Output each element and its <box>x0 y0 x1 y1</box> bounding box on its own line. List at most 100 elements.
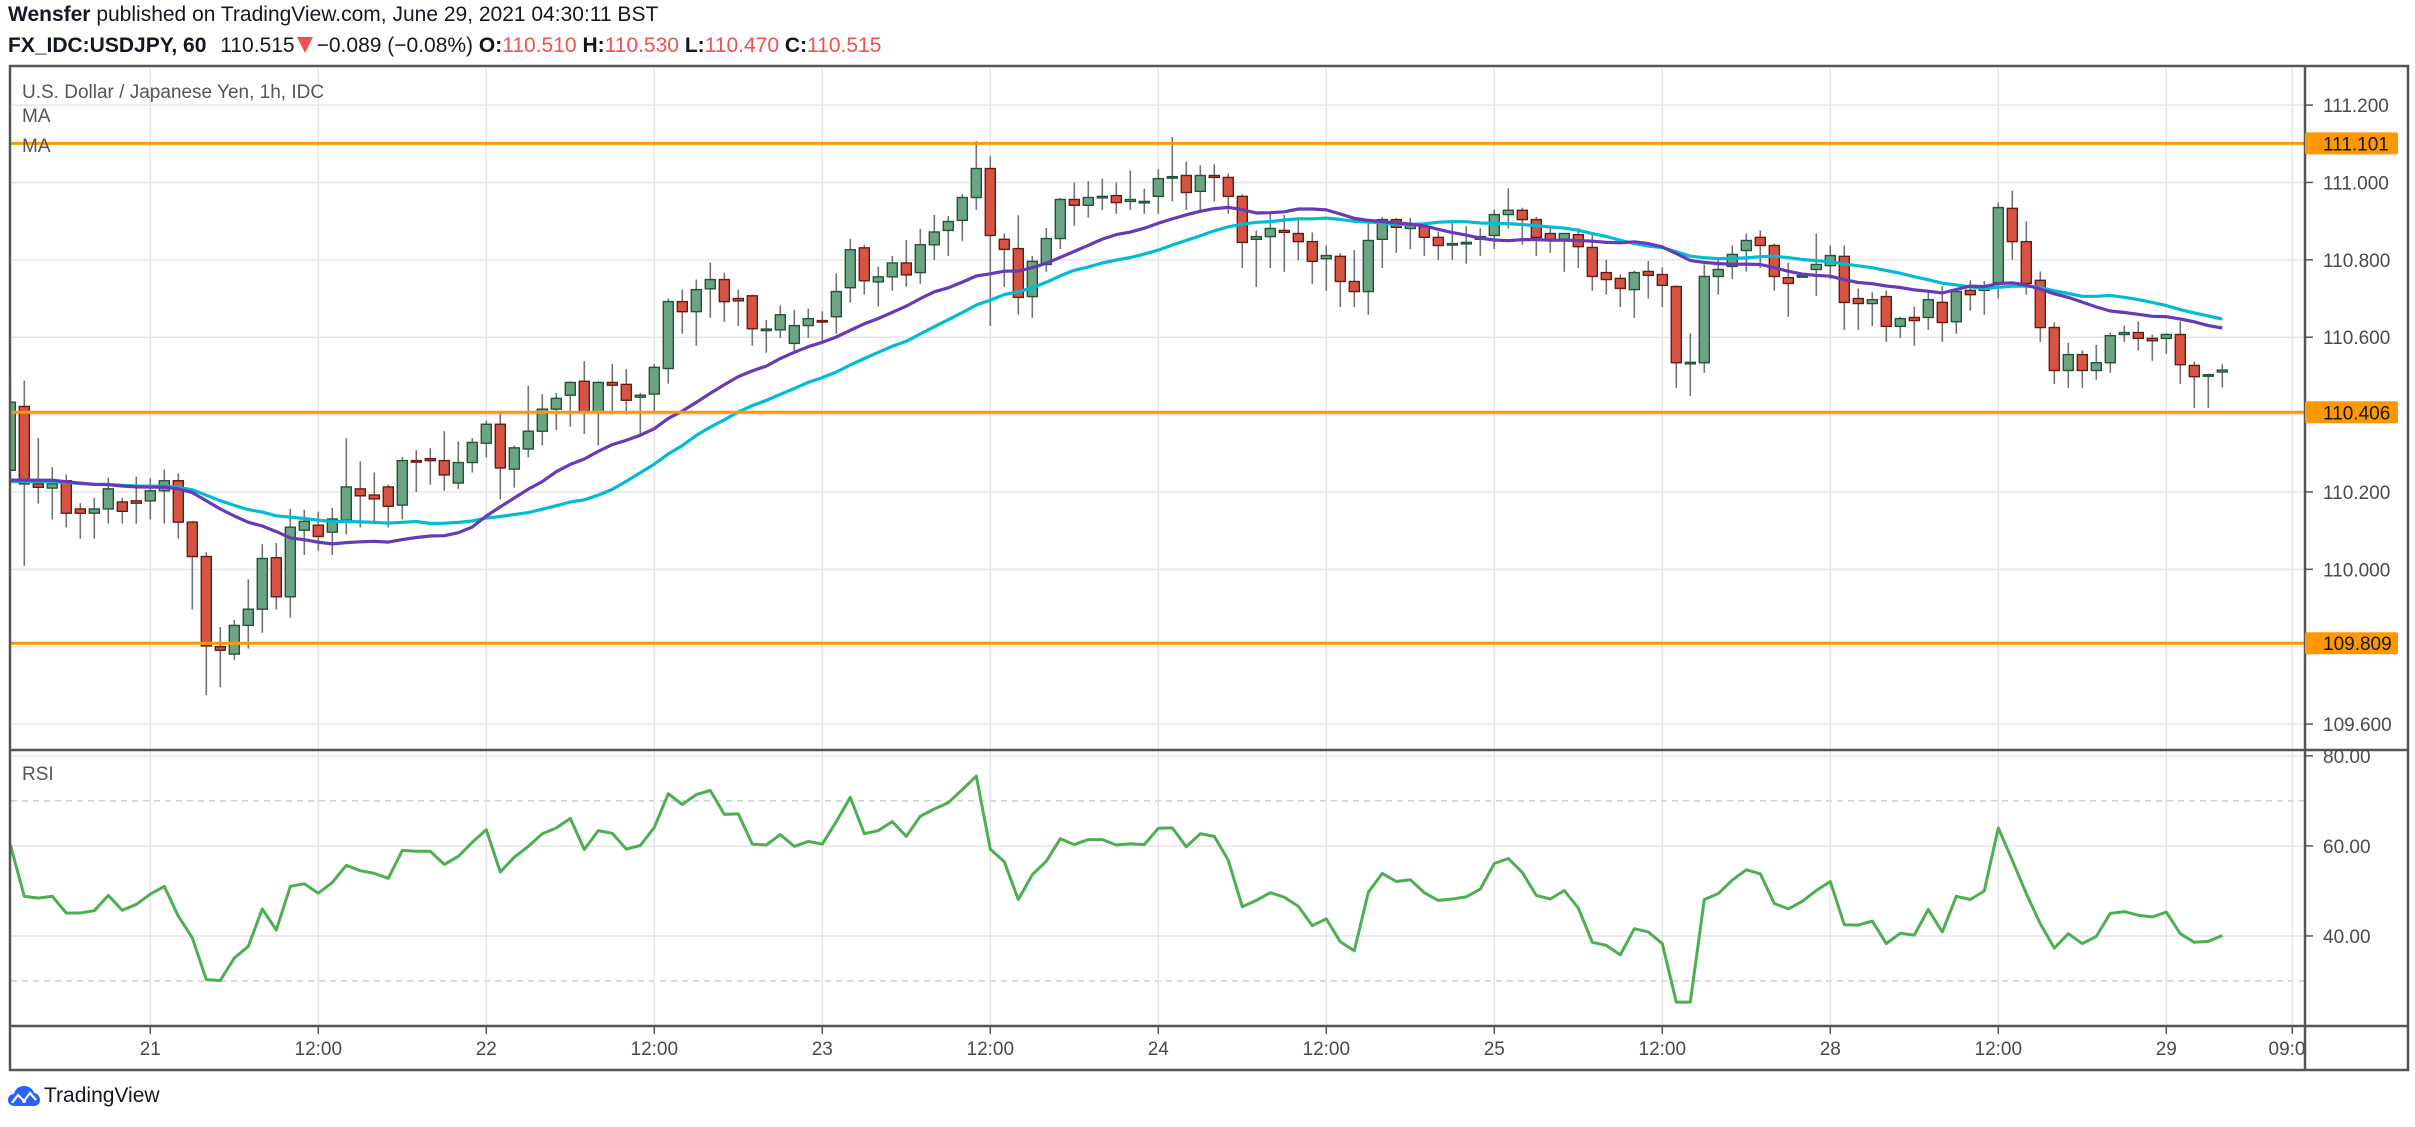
candle[interactable] <box>382 484 394 528</box>
candle[interactable] <box>74 503 87 539</box>
candle[interactable] <box>942 216 954 256</box>
candle[interactable] <box>2216 364 2229 388</box>
candle[interactable] <box>1628 270 1641 318</box>
candle[interactable] <box>1320 245 1333 291</box>
candle[interactable] <box>214 626 227 688</box>
candle[interactable] <box>1110 182 1123 214</box>
candle[interactable] <box>886 255 898 291</box>
candle[interactable] <box>284 508 296 618</box>
time-axis[interactable]: 21 12:00 22 12:00 23 12:00 24 12:00 25 12:00 28 12:… <box>140 1026 2316 1060</box>
candle[interactable] <box>2090 344 2103 380</box>
candle[interactable] <box>816 311 828 342</box>
candle[interactable] <box>1054 197 1067 249</box>
candle[interactable] <box>690 279 702 346</box>
candle[interactable] <box>228 620 241 660</box>
candle[interactable] <box>522 385 534 458</box>
candle[interactable] <box>116 497 129 524</box>
candle[interactable] <box>2104 332 2117 373</box>
candle[interactable] <box>1180 161 1193 210</box>
candle[interactable] <box>1432 231 1445 260</box>
candle[interactable] <box>1880 290 1893 342</box>
candle[interactable] <box>1096 178 1109 210</box>
candle[interactable] <box>1614 274 1627 308</box>
candle[interactable] <box>704 262 716 318</box>
candle[interactable] <box>788 309 800 353</box>
candle[interactable] <box>424 448 436 485</box>
candle[interactable] <box>1866 292 1879 326</box>
candle[interactable] <box>914 228 926 284</box>
candle[interactable] <box>1810 233 1823 296</box>
candle[interactable] <box>1460 226 1473 264</box>
candle[interactable] <box>438 431 450 491</box>
candle[interactable] <box>480 420 492 458</box>
tradingview-logo[interactable]: TradingView <box>8 1084 160 1108</box>
candle[interactable] <box>1712 259 1725 295</box>
candle[interactable] <box>186 520 199 610</box>
candle[interactable] <box>452 441 464 489</box>
candle[interactable] <box>18 380 30 566</box>
candle[interactable] <box>732 289 744 326</box>
candle[interactable] <box>2076 350 2089 388</box>
candle[interactable] <box>298 509 310 556</box>
candle[interactable] <box>242 579 255 649</box>
candle[interactable] <box>494 413 506 500</box>
candle[interactable] <box>662 298 674 384</box>
candle[interactable] <box>1208 164 1221 202</box>
candle[interactable] <box>1642 260 1655 299</box>
candle[interactable] <box>1684 333 1697 397</box>
candle[interactable] <box>928 214 940 260</box>
candle[interactable] <box>1166 137 1179 202</box>
candle[interactable] <box>2202 373 2215 408</box>
candle[interactable] <box>1908 306 1921 346</box>
candle[interactable] <box>998 233 1010 287</box>
candle[interactable] <box>368 472 380 524</box>
candle[interactable] <box>564 381 576 427</box>
candle[interactable] <box>2146 334 2159 361</box>
candle[interactable] <box>858 244 870 295</box>
candle[interactable] <box>1152 169 1165 214</box>
candle[interactable] <box>970 141 982 210</box>
candle[interactable] <box>1894 316 1907 338</box>
candle[interactable] <box>1236 194 1249 268</box>
candle[interactable] <box>1334 253 1347 308</box>
ma-legend-2[interactable]: MA <box>22 136 51 157</box>
candle[interactable] <box>1194 165 1207 210</box>
candle[interactable] <box>2062 342 2075 388</box>
candle[interactable] <box>1586 235 1599 291</box>
candle[interactable] <box>354 461 366 528</box>
author-name[interactable]: Wensfer <box>8 3 91 26</box>
candle[interactable] <box>410 450 422 492</box>
candle[interactable] <box>46 467 58 520</box>
candle[interactable] <box>956 194 968 241</box>
candle[interactable] <box>1348 250 1361 308</box>
candle[interactable] <box>578 361 590 434</box>
candle[interactable] <box>130 476 143 524</box>
candle[interactable] <box>2188 361 2201 408</box>
candle[interactable] <box>830 273 842 334</box>
candle[interactable] <box>606 363 618 415</box>
candle[interactable] <box>1698 264 1711 373</box>
candle[interactable] <box>802 308 814 338</box>
candle[interactable] <box>88 497 101 539</box>
candle[interactable] <box>1530 216 1543 256</box>
candle[interactable] <box>1012 215 1024 315</box>
candle[interactable] <box>1726 245 1739 280</box>
candle[interactable] <box>396 457 408 520</box>
candle[interactable] <box>1306 232 1319 284</box>
candle[interactable] <box>1572 228 1585 268</box>
candle[interactable] <box>1082 181 1095 218</box>
candle[interactable] <box>774 305 786 338</box>
candle[interactable] <box>1950 288 1963 334</box>
candle[interactable] <box>760 319 772 353</box>
candle[interactable] <box>1250 230 1263 287</box>
candle[interactable] <box>900 240 912 287</box>
candle[interactable] <box>1670 285 1683 388</box>
candle[interactable] <box>2034 271 2047 342</box>
candle[interactable] <box>326 507 338 556</box>
candle[interactable] <box>2118 325 2131 342</box>
ma-legend-1[interactable]: MA <box>22 106 51 127</box>
candle[interactable] <box>466 438 478 473</box>
candle[interactable] <box>1292 218 1305 261</box>
candle[interactable] <box>1922 290 1935 330</box>
